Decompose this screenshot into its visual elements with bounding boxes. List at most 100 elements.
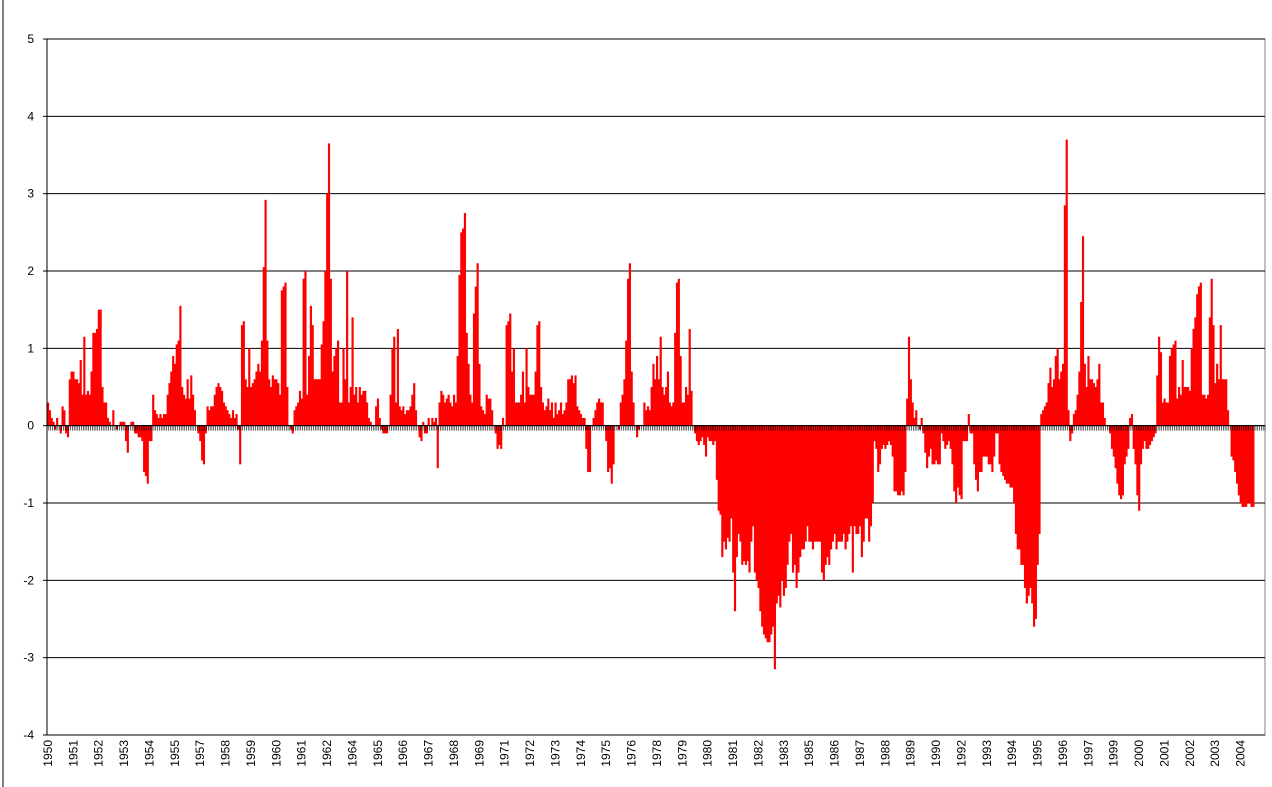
bar (710, 425, 713, 442)
bar (485, 394, 488, 426)
bar (987, 425, 990, 465)
bar (155, 414, 158, 426)
bar (654, 379, 657, 426)
bar (300, 398, 303, 426)
bar (1051, 387, 1054, 426)
bar (860, 425, 863, 558)
x-tick-label: 2001 (1157, 740, 1171, 767)
bar (52, 421, 55, 426)
axes: -4 -3 -2 -1 0 1 2 3 4 5 1950 1951 1952 1953 1954 1955 19… (23, 32, 1266, 767)
bar (1087, 356, 1090, 426)
bar (627, 278, 630, 426)
bar (1136, 425, 1139, 496)
bar (1232, 425, 1235, 461)
bar (422, 421, 425, 426)
x-tick-label: 1957 (193, 740, 207, 767)
bar (469, 394, 472, 426)
bar (1091, 379, 1094, 426)
bar (317, 379, 320, 426)
bar (907, 336, 911, 426)
bar (1031, 425, 1034, 604)
bar (298, 390, 302, 426)
bar (617, 425, 621, 430)
bar (529, 394, 532, 426)
bar (1179, 394, 1182, 426)
bar (480, 406, 483, 426)
bar (781, 425, 784, 581)
bar (1013, 425, 1016, 503)
bar (549, 410, 552, 426)
bar (902, 425, 905, 496)
bar (1074, 410, 1077, 426)
bar (208, 410, 211, 426)
bar (179, 305, 182, 426)
bar (581, 417, 584, 426)
bar (665, 387, 668, 426)
bar (496, 425, 499, 449)
bar (1214, 383, 1217, 426)
bar (61, 406, 64, 426)
bar (202, 425, 206, 465)
bar (77, 383, 80, 426)
bar (625, 340, 628, 426)
bar (839, 425, 842, 542)
x-tick-label: 1972 (523, 740, 537, 767)
bar (924, 425, 927, 453)
bar (851, 425, 854, 573)
bar (366, 402, 369, 426)
bar (447, 394, 450, 426)
bar (1159, 352, 1163, 426)
bar (926, 425, 929, 469)
bar (1114, 425, 1117, 469)
bar (471, 402, 474, 426)
bar (637, 425, 641, 430)
bar (703, 425, 706, 445)
bar (772, 425, 775, 627)
bar (1023, 425, 1027, 589)
bar (324, 271, 327, 426)
bar (231, 410, 235, 426)
bar (86, 390, 90, 426)
bar (685, 387, 688, 426)
bar (289, 425, 293, 430)
bar (964, 425, 967, 442)
bar (47, 402, 50, 426)
bar (48, 410, 51, 426)
bar (869, 425, 873, 527)
bar (402, 406, 405, 426)
bar (840, 425, 844, 542)
bar (1243, 425, 1246, 507)
bar (795, 425, 798, 589)
bar (750, 425, 753, 542)
bar (1239, 425, 1242, 503)
y-tick-label: -1 (23, 496, 34, 510)
bar (380, 425, 383, 430)
bar (235, 414, 238, 426)
x-tick-label: 2000 (1132, 740, 1146, 767)
bar (1154, 425, 1157, 434)
bar (291, 425, 294, 434)
y-tick-label: -4 (23, 728, 34, 742)
bar (467, 363, 470, 426)
bar (1158, 336, 1161, 426)
bar (1054, 356, 1057, 426)
bar (463, 213, 467, 426)
bar (264, 199, 267, 426)
bar (739, 425, 742, 542)
bar (460, 232, 463, 426)
bar (1185, 387, 1188, 426)
bar (636, 425, 639, 438)
bar (1058, 379, 1061, 426)
bar (982, 425, 985, 457)
bar (949, 425, 952, 449)
bar (1152, 425, 1155, 438)
bar (561, 414, 564, 426)
bar (610, 425, 613, 484)
bar (873, 425, 876, 442)
x-tick-label: 1983 (777, 740, 791, 767)
bar (777, 425, 780, 596)
bar (891, 425, 894, 457)
bar (1007, 425, 1010, 484)
bar (904, 425, 907, 473)
bar (297, 402, 300, 426)
